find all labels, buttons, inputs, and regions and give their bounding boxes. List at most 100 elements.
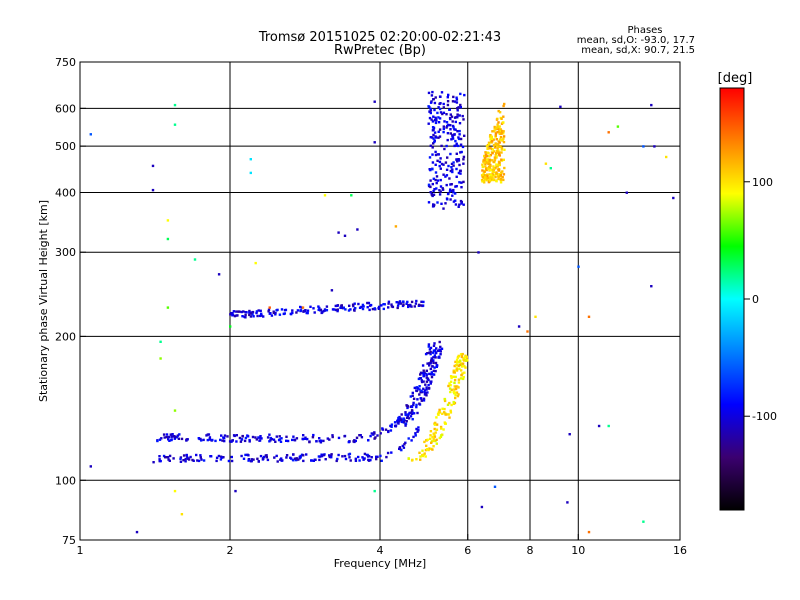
data-point	[496, 144, 499, 148]
data-point	[432, 344, 436, 347]
data-point	[429, 437, 432, 440]
data-point	[454, 396, 457, 400]
data-point	[495, 163, 498, 166]
data-point	[436, 201, 439, 204]
y-tick-label: 500	[55, 140, 76, 153]
data-point	[336, 308, 339, 311]
data-point	[406, 405, 409, 408]
data-point	[229, 313, 232, 316]
data-point	[498, 138, 502, 141]
data-point	[433, 188, 436, 191]
data-point	[500, 117, 503, 120]
data-point	[247, 454, 250, 457]
data-point	[243, 439, 247, 443]
data-point	[503, 148, 506, 151]
data-point	[459, 199, 463, 203]
data-point	[488, 162, 491, 165]
data-point	[370, 432, 373, 435]
data-point	[230, 440, 233, 443]
data-point	[500, 146, 504, 149]
data-point	[257, 309, 260, 312]
data-point	[412, 435, 415, 439]
data-point	[484, 159, 487, 162]
data-point	[496, 165, 499, 168]
data-point	[431, 435, 435, 439]
data-point	[438, 189, 441, 192]
data-point	[526, 330, 529, 333]
data-point	[455, 152, 458, 155]
data-point	[395, 301, 398, 304]
data-point	[486, 177, 489, 180]
data-point	[485, 179, 489, 182]
data-point	[448, 401, 451, 405]
data-point	[438, 408, 441, 412]
data-point	[328, 455, 331, 459]
data-point	[415, 458, 418, 461]
data-point	[489, 168, 492, 172]
data-point	[343, 234, 347, 237]
data-point	[350, 194, 353, 197]
data-point	[331, 435, 334, 439]
data-point	[457, 354, 460, 358]
data-point	[354, 459, 358, 462]
data-point	[349, 459, 352, 462]
data-point	[498, 125, 501, 128]
data-point	[616, 125, 620, 128]
data-point	[451, 168, 454, 171]
data-point	[597, 424, 601, 428]
data-point	[453, 381, 456, 385]
data-point	[361, 307, 365, 311]
data-point	[432, 137, 435, 140]
data-point	[456, 113, 459, 116]
data-point	[491, 140, 494, 143]
data-point	[363, 457, 366, 460]
data-point	[442, 102, 445, 106]
data-point	[453, 391, 457, 394]
data-point	[226, 435, 229, 438]
data-point	[420, 399, 423, 402]
data-point	[267, 310, 270, 313]
data-point	[498, 163, 501, 167]
data-point	[260, 314, 263, 317]
data-point	[166, 219, 170, 222]
colorbar-ticks: 100 0 -100	[744, 176, 777, 423]
data-point	[437, 136, 440, 139]
data-point	[405, 413, 408, 417]
data-point	[343, 435, 346, 438]
data-point	[454, 120, 457, 124]
data-point	[488, 135, 492, 138]
data-point	[430, 441, 433, 444]
data-point	[373, 100, 376, 103]
data-point	[449, 117, 452, 121]
data-point	[323, 194, 327, 197]
data-point	[480, 505, 484, 509]
data-point	[456, 160, 459, 163]
data-point	[449, 113, 452, 116]
data-point	[221, 439, 224, 442]
data-point	[427, 201, 431, 204]
data-point	[454, 393, 457, 397]
data-point	[412, 401, 415, 405]
data-point	[373, 141, 376, 144]
data-point	[451, 137, 455, 140]
data-point	[411, 418, 414, 421]
data-point	[402, 421, 405, 424]
data-point	[495, 172, 498, 176]
data-point	[503, 102, 506, 106]
data-point	[248, 438, 251, 442]
data-point	[498, 153, 501, 156]
data-point	[454, 385, 457, 388]
y-axis-ticks: 75 100 200 300 400 500 600 750	[55, 56, 86, 547]
data-point	[354, 457, 357, 460]
data-point	[358, 459, 361, 462]
data-point	[414, 432, 417, 435]
data-point	[325, 309, 329, 312]
data-point	[358, 306, 362, 309]
y-tick-label: 400	[55, 186, 76, 199]
data-point	[462, 180, 465, 184]
data-point	[260, 437, 263, 440]
data-point	[407, 413, 410, 416]
data-point	[434, 369, 437, 373]
data-point	[417, 377, 421, 381]
